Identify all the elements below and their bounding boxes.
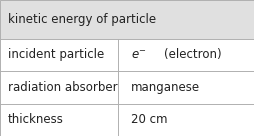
Bar: [118, 39, 254, 71]
Bar: [0, 104, 118, 136]
Text: incident particle: incident particle: [8, 48, 104, 61]
Text: manganese: manganese: [131, 81, 200, 94]
Text: radiation absorber: radiation absorber: [8, 81, 117, 94]
Bar: [118, 104, 254, 136]
Text: (electron): (electron): [164, 48, 221, 61]
Text: thickness: thickness: [8, 113, 64, 126]
Text: 20 cm: 20 cm: [131, 113, 167, 126]
Bar: [0, 71, 118, 104]
Text: kinetic energy of particle: kinetic energy of particle: [8, 13, 156, 26]
Text: $\mathit{e}^{-}$: $\mathit{e}^{-}$: [131, 48, 147, 61]
Bar: [0, 0, 254, 39]
Bar: [118, 71, 254, 104]
Bar: [0, 39, 118, 71]
